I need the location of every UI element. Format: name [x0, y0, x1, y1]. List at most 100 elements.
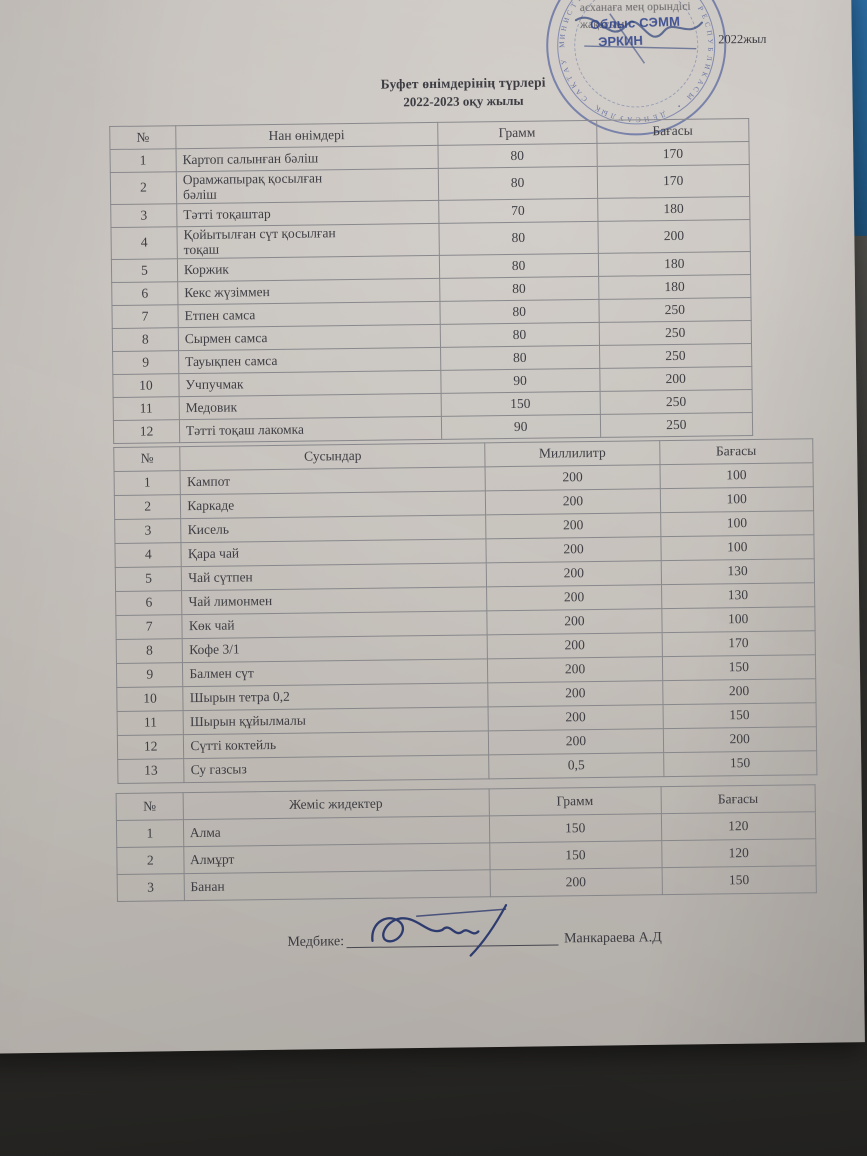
item-name: Банан — [183, 869, 490, 901]
row-index: 6 — [111, 282, 178, 306]
item-name: Етпен самса — [177, 301, 440, 329]
row-index: 3 — [110, 203, 177, 228]
item-unit: 200 — [485, 488, 661, 515]
row-index: 6 — [115, 590, 183, 616]
row-index: 9 — [112, 351, 179, 375]
item-unit: 200 — [488, 704, 663, 731]
item-price: 200 — [662, 726, 817, 753]
item-unit: 90 — [441, 414, 601, 440]
item-price: 180 — [598, 274, 751, 300]
table-drinks: № Сусындар Миллилитр Бағасы 1 Кампот 200 100 2 Ка… — [113, 438, 817, 784]
item-price: 170 — [661, 630, 816, 657]
signature-name: Манкараева А.Д — [563, 930, 662, 947]
item-name: Алма — [183, 815, 490, 847]
column-header: Бағасы — [660, 784, 816, 814]
column-header: № — [109, 125, 176, 150]
item-price: 250 — [599, 389, 753, 415]
item-unit: 200 — [486, 560, 662, 587]
column-header: Жеміс жидектер — [182, 788, 489, 820]
item-price: 170 — [596, 164, 750, 199]
item-price: 150 — [663, 750, 817, 777]
item-price: 200 — [662, 678, 817, 705]
column-header: Бағасы — [596, 118, 749, 144]
approval-signature-scribble — [574, 13, 704, 64]
signature-line — [345, 904, 559, 957]
item-price: 250 — [598, 297, 752, 323]
item-price: 100 — [660, 534, 815, 561]
item-unit: 80 — [437, 143, 597, 169]
row-index: 13 — [117, 758, 185, 784]
row-index: 11 — [113, 397, 180, 421]
item-name: Картоп салынған бәліш — [175, 145, 438, 172]
row-index: 1 — [110, 148, 177, 173]
column-header: № — [116, 792, 184, 821]
item-price: 100 — [661, 606, 816, 633]
item-unit: 90 — [440, 368, 600, 394]
row-index: 2 — [110, 171, 177, 205]
item-unit: 200 — [488, 680, 663, 707]
item-price: 150 — [662, 702, 817, 729]
row-index: 9 — [116, 662, 184, 688]
row-index: 8 — [112, 328, 179, 352]
item-name: Орамжапырақ қосылған бәліш — [176, 168, 439, 204]
item-price: 100 — [659, 486, 814, 513]
item-unit: 0,5 — [489, 752, 664, 779]
row-index: 7 — [115, 614, 183, 640]
column-header: Миллилитр — [485, 440, 660, 467]
row-index: 5 — [115, 566, 182, 592]
item-unit: 70 — [438, 198, 598, 224]
item-unit: 200 — [487, 608, 662, 635]
row-index: 1 — [114, 470, 181, 496]
column-header: № — [113, 446, 181, 472]
item-price: 100 — [660, 510, 814, 537]
item-name: Қойытылған сүт қосылған тоқаш — [176, 223, 439, 260]
item-name: Тәтті тоқаш лакомка — [179, 416, 442, 443]
row-index: 3 — [117, 873, 185, 902]
item-name: Тәтті тоқаштар — [176, 200, 439, 227]
item-price: 200 — [597, 219, 751, 254]
item-unit: 80 — [438, 221, 598, 256]
item-price: 180 — [597, 251, 751, 277]
row-index: 8 — [116, 638, 183, 664]
item-price: 130 — [661, 582, 815, 609]
row-index: 1 — [116, 819, 184, 848]
row-index: 10 — [116, 686, 184, 712]
item-unit: 200 — [485, 464, 660, 491]
item-name: Кекс жүзіммен — [177, 278, 440, 306]
item-name: Коржик — [177, 255, 440, 283]
item-unit: 80 — [439, 299, 599, 325]
row-index: 4 — [114, 542, 182, 568]
item-price: 100 — [659, 462, 814, 489]
column-header: Нан өнімдері — [175, 122, 438, 149]
column-header: Грамм — [488, 786, 662, 816]
item-price: 250 — [598, 320, 752, 346]
document-content: асханаға мең орындісі жақасым ҚАЗАҚСТАН … — [0, 0, 867, 1015]
row-index: 12 — [113, 419, 180, 444]
item-name: Учпучмак — [178, 370, 441, 398]
item-unit: 80 — [437, 166, 598, 201]
row-index: 4 — [110, 226, 178, 260]
item-price: 120 — [661, 838, 817, 868]
item-price: 200 — [599, 366, 753, 392]
item-unit: 200 — [489, 867, 663, 897]
signature-label: Медбике: — [287, 934, 345, 950]
item-name: Алмұрт — [183, 842, 490, 874]
row-index: 10 — [112, 374, 180, 398]
row-index: 2 — [114, 494, 182, 520]
item-name: Сырмен самса — [178, 324, 441, 352]
item-name: Су газсыз — [184, 754, 490, 783]
table-fruits: № Жеміс жидектер Грамм Бағасы 1 Алма 150 120 2 Ал… — [116, 784, 817, 902]
row-index: 5 — [111, 259, 178, 283]
item-unit: 150 — [440, 391, 601, 417]
approval-year: 2022жыл — [718, 31, 767, 47]
signature-row: Медбике: Манкараева А.Д — [287, 904, 662, 957]
item-price: 150 — [661, 654, 816, 681]
row-index: 2 — [116, 846, 184, 875]
item-unit: 200 — [487, 632, 662, 659]
table-bread-products: № Нан өнімдері Грамм Бағасы 1 Картоп салынған… — [109, 118, 753, 444]
item-unit: 200 — [486, 536, 661, 563]
item-price: 150 — [661, 865, 817, 895]
item-price: 120 — [661, 811, 816, 841]
item-unit: 80 — [438, 253, 599, 279]
